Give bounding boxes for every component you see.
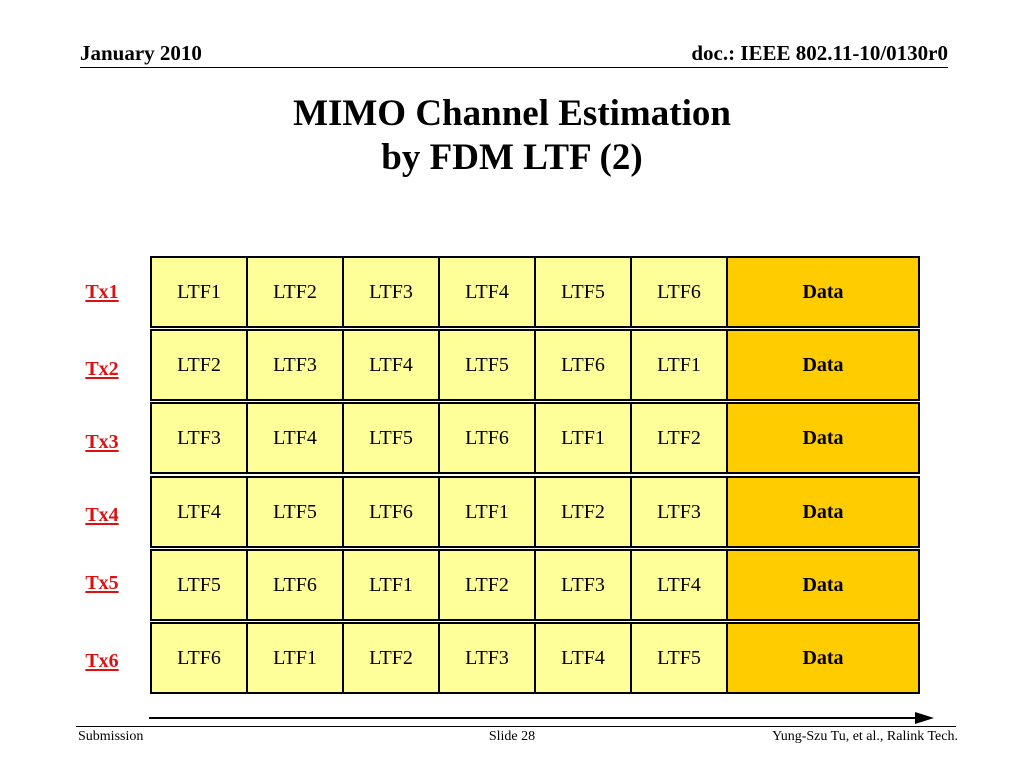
data-cell: Data: [726, 476, 920, 548]
ltf-cell: LTF3: [438, 622, 536, 694]
ltf-cell: LTF1: [342, 549, 440, 621]
header-date: January 2010: [80, 41, 202, 65]
data-cell: Data: [726, 402, 920, 474]
ltf-cell: LTF4: [534, 622, 632, 694]
data-cell: Data: [726, 329, 920, 401]
table-row: LTF6 LTF1 LTF2 LTF3 LTF4 LTF5 Data: [150, 622, 930, 694]
data-cell: Data: [726, 549, 920, 621]
ltf-cell: LTF2: [342, 622, 440, 694]
ltf-cell: LTF4: [630, 549, 728, 621]
ltf-cell: LTF5: [438, 329, 536, 401]
ltf-cell: LTF3: [342, 256, 440, 328]
tx-label: Tx4: [85, 504, 119, 526]
table-row: LTF2 LTF3 LTF4 LTF5 LTF6 LTF1 Data: [150, 329, 930, 401]
ltf-cell: LTF5: [534, 256, 632, 328]
title-line-2: by FDM LTF (2): [381, 137, 643, 178]
ltf-cell: LTF1: [246, 622, 344, 694]
header-doc-id: doc.: IEEE 802.11-10/0130r0: [691, 41, 948, 65]
ltf-cell: LTF6: [534, 329, 632, 401]
ltf-cell: LTF5: [246, 476, 344, 548]
ltf-table: LTF1 LTF2 LTF3 LTF4 LTF5 LTF6 Data LTF2 LTF3 LTF4…: [150, 256, 930, 694]
data-cell: Data: [726, 622, 920, 694]
footer-divider: [76, 726, 956, 727]
ltf-cell: LTF5: [342, 402, 440, 474]
tx-label: Tx1: [85, 281, 119, 303]
ltf-cell: LTF4: [342, 329, 440, 401]
time-arrow-icon: [149, 712, 934, 724]
header-divider: [80, 67, 948, 68]
ltf-cell: LTF4: [438, 256, 536, 328]
ltf-cell: LTF2: [150, 329, 248, 401]
ltf-cell: LTF1: [150, 256, 248, 328]
footer-authors: Yung-Szu Tu, et al., Ralink Tech.: [772, 729, 958, 744]
ltf-cell: LTF3: [534, 549, 632, 621]
ltf-cell: LTF1: [630, 329, 728, 401]
ltf-cell: LTF6: [630, 256, 728, 328]
table-row: LTF5 LTF6 LTF1 LTF2 LTF3 LTF4 Data: [150, 549, 930, 621]
ltf-cell: LTF3: [150, 402, 248, 474]
ltf-cell: LTF2: [534, 476, 632, 548]
ltf-cell: LTF2: [438, 549, 536, 621]
ltf-cell: LTF6: [438, 402, 536, 474]
footer-slide-number: Slide 28: [488, 729, 536, 744]
tx-label: Tx3: [85, 431, 119, 453]
ltf-cell: LTF2: [630, 402, 728, 474]
ltf-cell: LTF2: [246, 256, 344, 328]
ltf-cell: LTF4: [246, 402, 344, 474]
ltf-cell: LTF6: [342, 476, 440, 548]
ltf-cell: LTF6: [150, 622, 248, 694]
ltf-cell: LTF4: [150, 476, 248, 548]
tx-label: Tx5: [85, 572, 119, 594]
tx-label: Tx6: [85, 650, 119, 672]
data-cell: Data: [726, 256, 920, 328]
slide-title: MIMO Channel Estimation by FDM LTF (2): [0, 92, 1024, 180]
footer-submission: Submission: [78, 729, 144, 744]
tx-label: Tx2: [85, 358, 119, 380]
title-line-1: MIMO Channel Estimation: [293, 93, 731, 134]
ltf-cell: LTF5: [630, 622, 728, 694]
ltf-cell: LTF5: [150, 549, 248, 621]
ltf-cell: LTF1: [438, 476, 536, 548]
ltf-cell: LTF1: [534, 402, 632, 474]
ltf-cell: LTF6: [246, 549, 344, 621]
table-row: LTF3 LTF4 LTF5 LTF6 LTF1 LTF2 Data: [150, 402, 930, 474]
ltf-cell: LTF3: [630, 476, 728, 548]
ltf-cell: LTF3: [246, 329, 344, 401]
table-row: LTF1 LTF2 LTF3 LTF4 LTF5 LTF6 Data: [150, 256, 930, 328]
table-row: LTF4 LTF5 LTF6 LTF1 LTF2 LTF3 Data: [150, 476, 930, 548]
